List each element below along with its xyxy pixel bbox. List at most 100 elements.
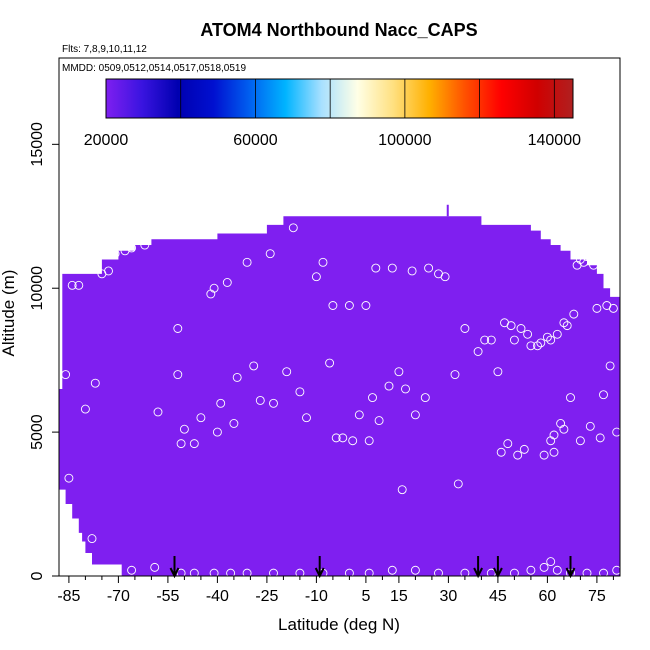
x-tick-label: 75 — [588, 588, 606, 605]
y-axis: 0 5000 10000 15000 — [29, 122, 60, 580]
x-tick-label: -25 — [255, 588, 278, 605]
sample-point — [526, 341, 536, 351]
sample-point — [542, 332, 552, 342]
sample-point — [374, 416, 384, 426]
sample-point — [348, 436, 358, 446]
sample-point — [582, 568, 592, 576]
sample-point — [486, 335, 496, 345]
x-tick-label: 15 — [390, 588, 408, 605]
colorbar-tick-label: 60000 — [233, 132, 278, 149]
sample-point — [318, 257, 328, 267]
colorbar-tick-label: 20000 — [84, 132, 129, 149]
sample-point — [473, 347, 483, 356]
sample-point — [110, 249, 120, 259]
curtain-spike — [446, 204, 449, 217]
sample-point — [368, 393, 377, 403]
sample-point — [397, 485, 407, 495]
sample-point — [176, 439, 186, 449]
sample-point — [533, 341, 542, 351]
sample-point — [212, 427, 222, 437]
x-tick-label: 5 — [361, 588, 370, 605]
x-tick-label: -55 — [156, 588, 179, 605]
sample-point — [302, 413, 311, 423]
sample-point — [265, 249, 275, 259]
sample-point — [189, 568, 199, 576]
sample-point — [585, 421, 595, 431]
sample-point — [539, 450, 549, 460]
sample-point — [269, 568, 278, 576]
sample-point — [288, 223, 298, 233]
sample-point — [546, 335, 556, 345]
sample-point — [176, 568, 186, 576]
chart-title: ATOM4 Northbound Nacc_CAPS — [200, 20, 477, 40]
sample-point — [420, 393, 430, 403]
sample-point — [179, 424, 189, 434]
sample-point — [127, 243, 137, 253]
sample-point — [549, 430, 559, 440]
sample-point — [566, 393, 575, 403]
sample-point — [90, 378, 100, 388]
sample-point — [569, 309, 579, 319]
sample-point — [516, 324, 526, 333]
sample-point — [127, 565, 137, 575]
curtain-fill — [59, 216, 620, 576]
sample-point — [361, 301, 371, 310]
sample-point — [325, 358, 335, 368]
sample-point — [599, 390, 608, 400]
sample-point — [599, 568, 608, 576]
sample-point — [450, 370, 460, 380]
sample-points — [61, 223, 620, 576]
x-tick-label: 30 — [440, 588, 458, 605]
sample-point — [331, 433, 341, 443]
y-tick-label: 0 — [29, 571, 46, 580]
sample-point — [612, 565, 620, 575]
sample-point — [338, 433, 348, 443]
x-tick-label: -40 — [206, 588, 229, 605]
sample-point — [344, 301, 354, 310]
sample-point — [209, 283, 219, 293]
sample-point — [269, 398, 278, 408]
x-tick-label: 45 — [489, 588, 507, 605]
sample-point — [384, 381, 394, 391]
sample-point — [229, 419, 239, 428]
y-axis-label: Altitude (m) — [0, 270, 18, 357]
sample-point — [196, 413, 206, 423]
colorbar: 20000 60000 100000 140000 — [84, 78, 581, 149]
x-axis-label: Latitude (deg N) — [278, 615, 400, 634]
sample-point — [222, 278, 232, 287]
sample-point — [460, 324, 470, 333]
sample-point — [394, 367, 404, 377]
sample-point — [493, 367, 503, 377]
sample-point — [140, 240, 150, 250]
dates-subtitle: MMDD: 0509,0512,0514,0517,0518,0519 — [62, 63, 246, 74]
sample-point — [67, 280, 77, 290]
sample-point — [344, 568, 354, 576]
colorbar-tick-label: 100000 — [378, 132, 431, 149]
sample-point — [536, 338, 546, 348]
sample-point — [295, 387, 305, 397]
sample-point — [209, 568, 219, 576]
sample-point — [460, 568, 470, 576]
sample-point — [575, 436, 585, 446]
sample-point — [424, 263, 434, 273]
sample-point — [608, 303, 618, 313]
sample-point — [562, 321, 572, 331]
sample-point — [354, 410, 364, 420]
sample-point — [410, 410, 420, 420]
sample-point — [64, 473, 74, 483]
sample-point — [104, 266, 113, 276]
sample-point — [153, 407, 163, 417]
sample-point — [503, 439, 513, 449]
sample-point — [387, 565, 397, 575]
sample-point — [282, 367, 292, 377]
sample-point — [486, 568, 496, 576]
sample-point — [612, 427, 620, 437]
sample-point — [173, 324, 183, 333]
sample-point — [559, 424, 569, 434]
sample-point — [255, 396, 265, 405]
sample-point — [519, 444, 529, 454]
x-tick-label: -70 — [107, 588, 130, 605]
sample-point — [440, 272, 450, 282]
x-axis: -85 -70 -55 -40 -25 -10 5 15 30 45 60 75 — [57, 575, 614, 605]
